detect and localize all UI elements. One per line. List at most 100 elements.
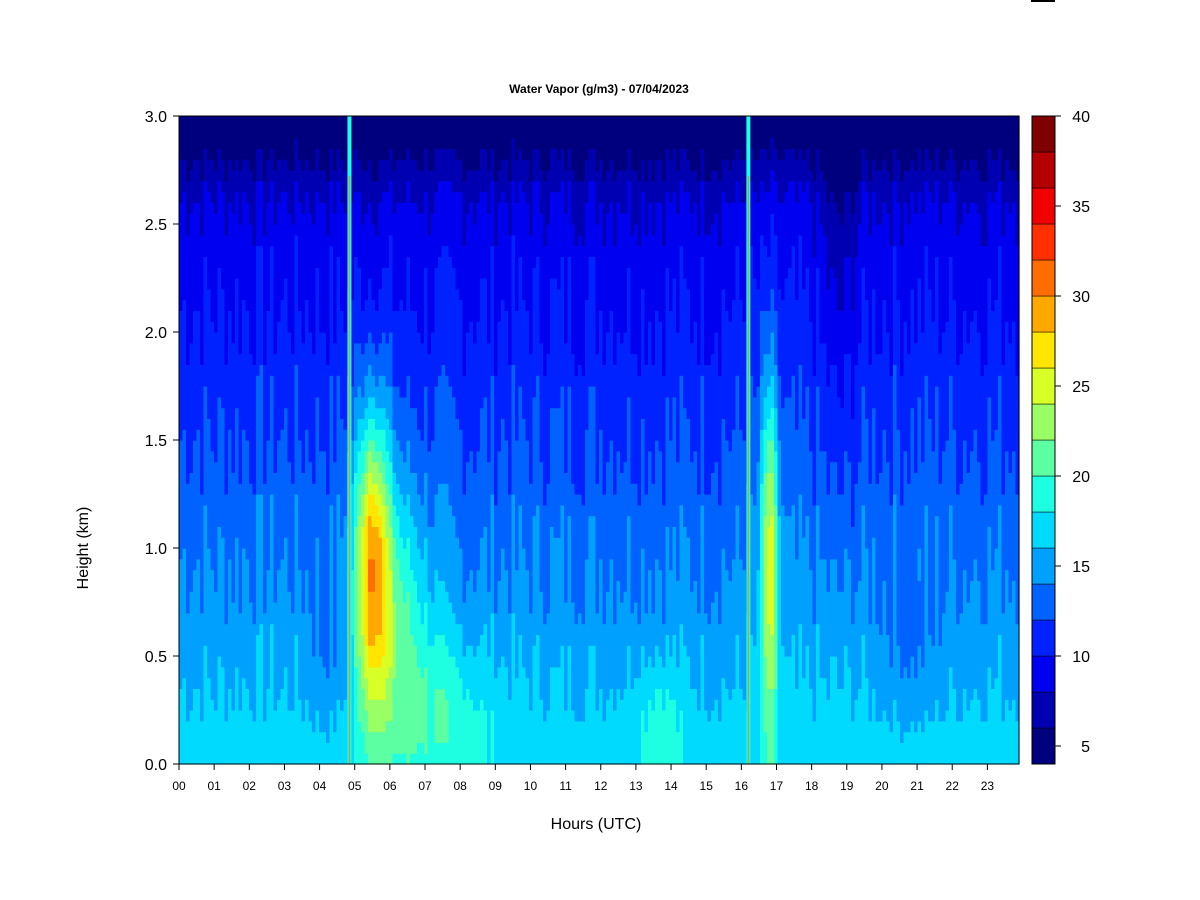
heatmap-cell — [277, 731, 282, 743]
heatmap-cell — [203, 202, 208, 214]
heatmap-cell — [406, 429, 411, 441]
heatmap-cell — [294, 483, 299, 495]
heatmap-cell — [410, 202, 415, 214]
heatmap-cell — [343, 407, 348, 419]
heatmap-cell — [434, 137, 439, 149]
heatmap-cell — [266, 515, 271, 527]
heatmap-cell — [273, 483, 278, 495]
heatmap-cell — [340, 429, 345, 441]
heatmap-cell — [340, 656, 345, 668]
heatmap-cell — [333, 461, 338, 473]
heatmap-cell — [238, 418, 243, 430]
heatmap-cell — [441, 148, 446, 160]
heatmap-cell — [396, 148, 401, 160]
heatmap-cell — [455, 677, 460, 689]
heatmap-cell — [396, 159, 401, 171]
heatmap-cell — [420, 504, 425, 517]
heatmap-cell — [350, 396, 355, 409]
heatmap-cell — [361, 591, 366, 603]
heatmap-cell — [266, 526, 271, 538]
heatmap-cell — [298, 558, 303, 571]
heatmap-cell — [319, 299, 324, 311]
heatmap-cell — [385, 591, 390, 603]
heatmap-cell — [350, 440, 355, 452]
heatmap-cell — [455, 634, 460, 646]
heatmap-cell — [410, 299, 415, 311]
heatmap-cell — [228, 418, 233, 430]
heatmap-cell — [462, 472, 467, 484]
heatmap-cell — [221, 731, 226, 743]
heatmap-cell — [277, 288, 282, 301]
heatmap-cell — [266, 450, 271, 463]
heatmap-cell — [312, 472, 317, 484]
heatmap-cell — [417, 116, 422, 128]
heatmap-cell — [326, 699, 331, 711]
heatmap-cell — [336, 612, 341, 625]
heatmap-cell — [361, 753, 366, 765]
heatmap-cell — [406, 321, 411, 333]
heatmap-cell — [389, 720, 394, 733]
heatmap-cell — [277, 515, 282, 527]
heatmap-cell — [459, 537, 464, 549]
heatmap-cell — [420, 634, 425, 646]
heatmap-cell — [182, 364, 187, 376]
heatmap-cell — [245, 126, 250, 139]
heatmap-cell — [228, 234, 233, 247]
heatmap-cell — [182, 688, 187, 700]
heatmap-cell — [231, 494, 236, 506]
heatmap-cell — [263, 126, 268, 139]
heatmap-cell — [266, 126, 271, 139]
heatmap-cell — [245, 213, 250, 225]
heatmap-cell — [284, 116, 289, 128]
heatmap-cell — [305, 310, 310, 322]
heatmap-cell — [322, 720, 327, 733]
heatmap-cell — [259, 126, 264, 139]
heatmap-cell — [396, 202, 401, 214]
heatmap-cell — [399, 137, 404, 149]
heatmap-cell — [329, 753, 334, 765]
heatmap-cell — [403, 526, 408, 538]
heatmap-cell — [221, 656, 226, 668]
heatmap-cell — [238, 267, 243, 279]
heatmap-cell — [438, 256, 443, 268]
heatmap-cell — [448, 159, 453, 171]
heatmap-cell — [354, 245, 359, 257]
heatmap-cell — [322, 677, 327, 689]
heatmap-cell — [217, 332, 222, 344]
heatmap-cell — [270, 677, 275, 689]
heatmap-cell — [200, 418, 205, 430]
heatmap-cell — [396, 234, 401, 247]
heatmap-cell — [200, 688, 205, 700]
heatmap-cell — [361, 375, 366, 387]
heatmap-cell — [441, 710, 446, 722]
heatmap-cell — [263, 504, 268, 517]
heatmap-cell — [242, 634, 247, 646]
heatmap-cell — [368, 364, 373, 376]
heatmap-cell — [389, 623, 394, 635]
heatmap-cell — [287, 310, 292, 322]
heatmap-cell — [280, 213, 285, 225]
heatmap-cell — [256, 256, 261, 268]
heatmap-cell — [459, 677, 464, 689]
heatmap-cell — [455, 245, 460, 257]
heatmap-cell — [221, 299, 226, 311]
heatmap-cell — [424, 504, 429, 517]
heatmap-cell — [200, 742, 205, 754]
heatmap-cell — [249, 461, 254, 473]
heatmap-cell — [217, 310, 222, 322]
heatmap-cell — [245, 602, 250, 614]
heatmap-cell — [438, 450, 443, 463]
heatmap-cell — [399, 504, 404, 517]
heatmap-cell — [217, 537, 222, 549]
heatmap-cell — [417, 256, 422, 268]
heatmap-cell — [357, 202, 362, 214]
heatmap-cell — [431, 612, 436, 625]
heatmap-cell — [245, 375, 250, 387]
heatmap-cell — [326, 116, 331, 128]
heatmap-cell — [392, 375, 397, 387]
heatmap-cell — [431, 753, 436, 765]
heatmap-cell — [424, 515, 429, 527]
heatmap-cell — [368, 677, 373, 689]
heatmap-cell — [445, 288, 450, 301]
heatmap-cell — [298, 159, 303, 171]
